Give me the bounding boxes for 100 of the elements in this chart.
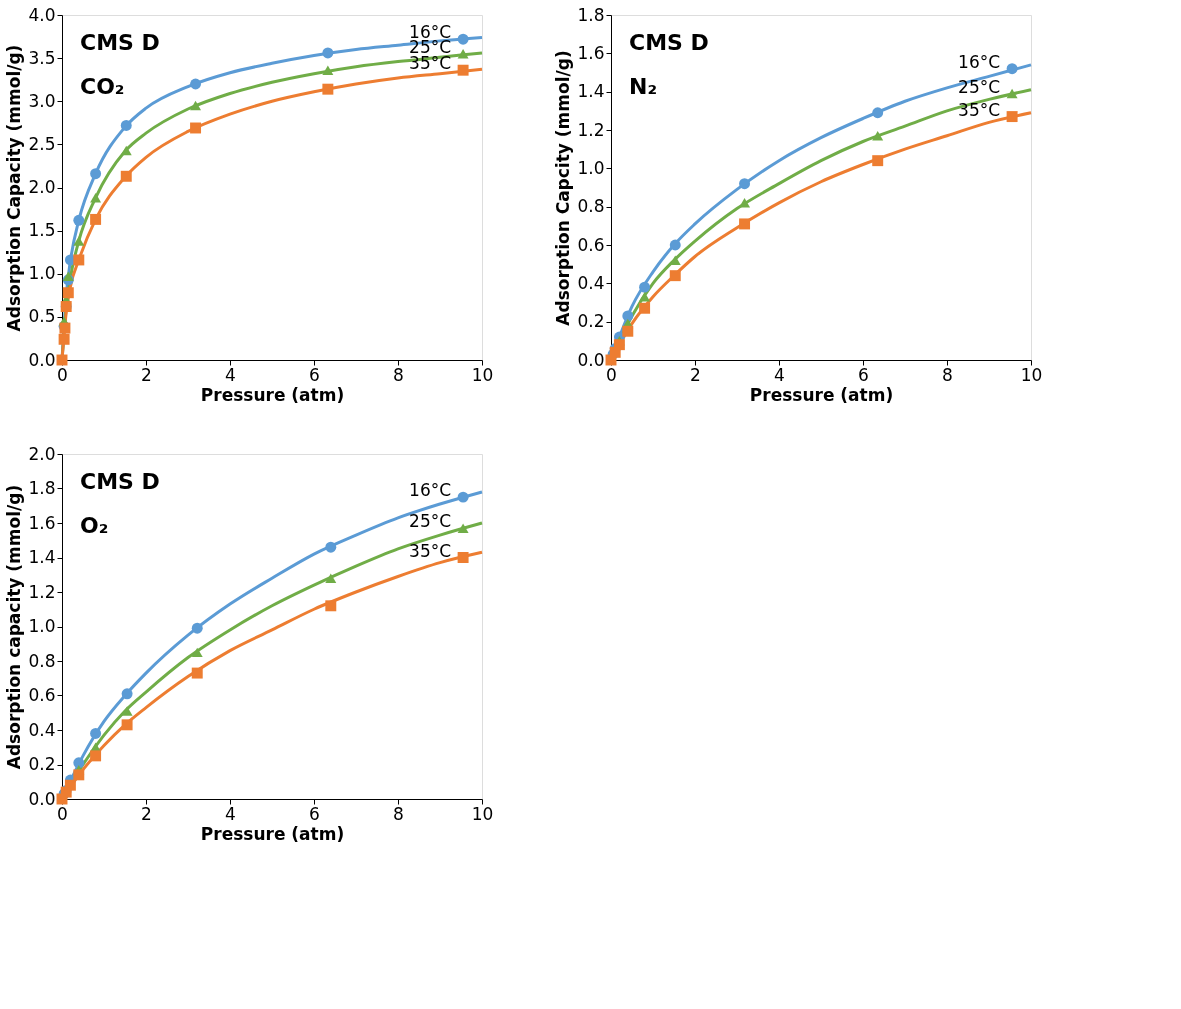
x-tick-label: 6 (309, 364, 320, 385)
point (121, 719, 133, 731)
y-axis-title: Adsorption Capacity (mmol/g) (4, 44, 25, 332)
x-tick-label: 2 (141, 803, 152, 824)
series-label: 35°C (958, 99, 1001, 120)
x-tick-label: 10 (1020, 364, 1043, 385)
x-tick-label: 0 (57, 364, 68, 385)
y-tick-label: 0.2 (28, 754, 56, 774)
point (1006, 63, 1018, 75)
point (121, 706, 133, 716)
y-tick-label: 4.0 (28, 4, 56, 25)
annotation: CMS D (80, 469, 160, 494)
point (739, 198, 751, 208)
x-tick-label: 6 (309, 803, 320, 824)
point (190, 100, 202, 111)
point (120, 170, 132, 182)
y-tick-label: 0.0 (28, 349, 56, 370)
y-tick-label: 0.0 (577, 349, 605, 370)
point (622, 310, 634, 322)
x-tick-label: 8 (393, 364, 404, 385)
point (872, 131, 884, 141)
point (58, 333, 70, 345)
point (1006, 88, 1018, 99)
point (739, 178, 751, 190)
y-tick-label: 1.5 (28, 220, 56, 241)
point (325, 541, 337, 553)
point (872, 107, 884, 119)
point (73, 214, 85, 226)
x-tick-label: 0 (57, 803, 68, 824)
x-tick-label: 8 (393, 803, 404, 824)
y-tick-label: 0.4 (28, 719, 56, 740)
point (322, 47, 334, 59)
point (622, 325, 634, 337)
x-tick-label: 10 (471, 364, 494, 385)
point (62, 271, 74, 282)
point (457, 523, 469, 533)
annotation: N₂ (629, 74, 658, 99)
y-tick-label: 1.8 (577, 4, 605, 25)
y-tick-label: 0.0 (28, 788, 56, 809)
point (191, 647, 203, 658)
x-tick-label: 2 (690, 364, 701, 385)
x-tick-label: 8 (942, 364, 953, 385)
y-tick-label: 1.2 (577, 119, 605, 140)
point (457, 33, 469, 45)
point (120, 119, 132, 131)
point (73, 757, 85, 769)
y-tick-label: 1.0 (28, 616, 56, 636)
y-tick-label: 2.0 (28, 443, 56, 464)
point (73, 236, 85, 246)
x-tick-label: 10 (471, 803, 494, 824)
y-tick-label: 3.0 (28, 90, 56, 111)
x-axis-title: Pressure (atm) (200, 384, 345, 405)
point (64, 779, 76, 791)
point (639, 281, 651, 293)
point (90, 168, 102, 180)
y-tick-label: 1.0 (28, 263, 56, 284)
y-axis-title: Adsorption capacity (mmol/g) (4, 484, 25, 770)
x-tick-label: 4 (774, 364, 785, 385)
series-label: 35°C (409, 53, 452, 74)
point (191, 622, 203, 634)
point (669, 270, 681, 282)
y-tick-label: 0.8 (28, 650, 56, 671)
point (457, 552, 469, 563)
series-label: 25°C (958, 76, 1001, 97)
y-axis-title: Adsorption Capcity (mmol/g) (553, 50, 574, 326)
annotation: O₂ (80, 513, 109, 538)
point (457, 64, 469, 76)
y-tick-label: 1.6 (28, 512, 56, 533)
point (90, 193, 102, 203)
point (457, 49, 469, 59)
y-tick-label: 0.6 (28, 685, 56, 705)
y-tick-label: 0.4 (577, 272, 605, 293)
point (322, 83, 334, 95)
y-tick-label: 1.6 (577, 42, 605, 63)
x-tick-label: 2 (141, 364, 152, 385)
point (639, 302, 651, 314)
y-tick-label: 1.4 (28, 547, 56, 567)
y-tick-label: 0.2 (577, 311, 605, 332)
point (62, 287, 74, 299)
point (191, 667, 203, 679)
point (90, 727, 102, 739)
point (90, 750, 102, 762)
series-label: 35°C (409, 540, 452, 561)
x-tick-label: 4 (225, 364, 236, 385)
y-tick-label: 1.2 (28, 581, 56, 602)
point (121, 688, 133, 700)
x-axis-title: Pressure (atm) (200, 823, 345, 844)
point (872, 155, 884, 167)
point (73, 254, 85, 266)
point (73, 769, 85, 781)
point (190, 122, 202, 134)
annotation: CMS D (629, 30, 709, 55)
point (325, 600, 337, 612)
y-tick-label: 0.8 (577, 196, 605, 217)
y-tick-label: 1.4 (577, 81, 605, 102)
series-label: 16°C (958, 51, 1001, 72)
point (1006, 111, 1018, 123)
point (322, 65, 334, 75)
y-tick-label: 1.0 (577, 157, 605, 178)
y-tick-label: 0.5 (28, 306, 56, 327)
